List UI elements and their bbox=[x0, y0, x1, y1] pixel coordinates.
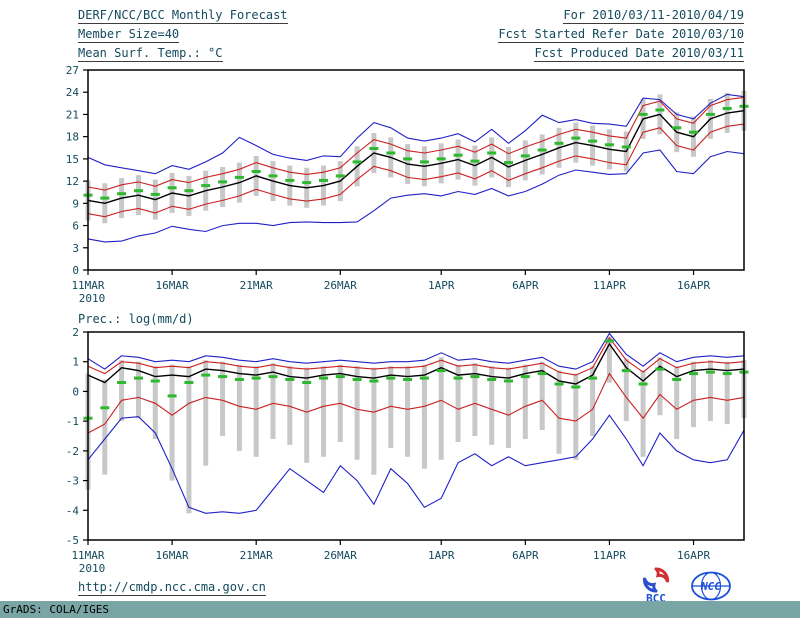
refer-date-label: Fcst Started Refer Date 2010/03/10 bbox=[498, 27, 744, 43]
prec-ensemble-mean bbox=[87, 342, 745, 385]
svg-text:21MAR: 21MAR bbox=[240, 279, 273, 292]
prec-upper-quartile bbox=[87, 336, 745, 376]
svg-text:6: 6 bbox=[72, 220, 79, 233]
svg-text:21: 21 bbox=[66, 108, 79, 121]
bcc-logo: BCC bbox=[642, 567, 670, 604]
temp-ensemble-spread-bar bbox=[85, 90, 747, 224]
svg-text:21MAR: 21MAR bbox=[240, 549, 273, 562]
temp-min bbox=[87, 149, 745, 243]
svg-text:0: 0 bbox=[72, 385, 79, 398]
svg-text:16MAR: 16MAR bbox=[156, 279, 189, 292]
svg-text:16APR: 16APR bbox=[677, 549, 710, 562]
svg-text:9: 9 bbox=[72, 197, 79, 210]
grads-credit-bar: GrADS: COLA/IGES bbox=[0, 601, 800, 618]
ncc-logo: NCC bbox=[691, 571, 731, 601]
svg-text:16APR: 16APR bbox=[677, 279, 710, 292]
temp-upper-quartile bbox=[87, 96, 745, 191]
member-size-label: Member Size=40 bbox=[78, 27, 180, 43]
svg-text:-3: -3 bbox=[66, 475, 79, 488]
svg-text:0: 0 bbox=[72, 264, 79, 277]
prec-max bbox=[87, 332, 745, 370]
svg-text:3: 3 bbox=[72, 242, 79, 255]
svg-text:2: 2 bbox=[72, 326, 79, 339]
svg-text:11APR: 11APR bbox=[593, 549, 626, 562]
prec-min bbox=[87, 414, 745, 514]
temp-ensemble-mean bbox=[87, 110, 745, 205]
site-url: http://cmdp.ncc.cma.gov.cn bbox=[78, 580, 266, 596]
svg-text:24: 24 bbox=[66, 86, 80, 99]
produced-date-label: Fcst Produced Date 2010/03/11 bbox=[534, 46, 744, 62]
svg-text:26MAR: 26MAR bbox=[324, 549, 357, 562]
svg-text:1APR: 1APR bbox=[428, 549, 455, 562]
svg-text:6APR: 6APR bbox=[512, 279, 539, 292]
svg-text:11APR: 11APR bbox=[593, 279, 626, 292]
svg-text:-1: -1 bbox=[66, 415, 79, 428]
precip-chart-title: Prec.: log(mm/d) bbox=[78, 312, 194, 326]
svg-text:16MAR: 16MAR bbox=[156, 549, 189, 562]
bcc-swirl-blue-icon bbox=[642, 577, 658, 593]
svg-text:27: 27 bbox=[66, 64, 79, 77]
report-title: DERF/NCC/BCC Monthly Forecast bbox=[78, 8, 288, 24]
ncc-logo-label: NCC bbox=[700, 580, 721, 593]
svg-text:1APR: 1APR bbox=[428, 279, 455, 292]
svg-text:18: 18 bbox=[66, 131, 79, 144]
svg-text:11MAR: 11MAR bbox=[71, 279, 104, 292]
bcc-swirl-red-icon bbox=[654, 567, 670, 583]
svg-text:2010: 2010 bbox=[79, 292, 106, 305]
svg-text:-4: -4 bbox=[66, 504, 80, 517]
prec-lower-quartile bbox=[87, 372, 745, 434]
svg-text:11MAR: 11MAR bbox=[71, 549, 104, 562]
svg-text:26MAR: 26MAR bbox=[324, 279, 357, 292]
temp-median bbox=[83, 104, 749, 200]
temp-max bbox=[87, 93, 745, 175]
svg-text:1: 1 bbox=[72, 356, 79, 369]
temp-chart-title: Mean Surf. Temp.: °C bbox=[78, 46, 223, 62]
svg-text:-2: -2 bbox=[66, 445, 79, 458]
grads-credit: GrADS: COLA/IGES bbox=[3, 603, 109, 616]
svg-text:6APR: 6APR bbox=[512, 549, 539, 562]
svg-text:2010: 2010 bbox=[79, 562, 106, 575]
temp-lower-quartile bbox=[87, 123, 745, 218]
svg-text:12: 12 bbox=[66, 175, 79, 188]
svg-text:15: 15 bbox=[66, 153, 79, 166]
svg-text:-5: -5 bbox=[66, 534, 79, 547]
forecast-range-label: For 2010/03/11-2010/04/19 bbox=[563, 8, 744, 24]
